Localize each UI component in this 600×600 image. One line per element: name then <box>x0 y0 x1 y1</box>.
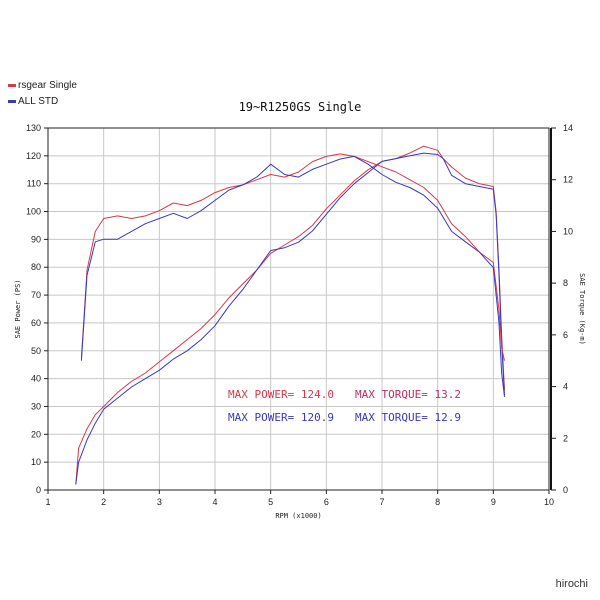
x-tick-label: 6 <box>324 497 329 507</box>
annotation-text: MAX POWER= 120.9 <box>228 411 334 424</box>
series-line-torque-rsgear <box>80 153 505 361</box>
y-right-tick-label: 4 <box>563 382 568 392</box>
y-left-tick-label: 10 <box>31 457 41 467</box>
annotation-text: MAX TORQUE= 13.2 <box>355 388 461 401</box>
series-line-power-rsgear <box>75 145 505 485</box>
y-left-tick-label: 50 <box>31 346 41 356</box>
y-right-tick-label: 6 <box>563 330 568 340</box>
y-left-tick-label: 60 <box>31 318 41 328</box>
chart-title: 19~R1250GS Single <box>238 100 362 114</box>
y-left-tick-label: 70 <box>31 290 41 300</box>
y-left-tick-label: 80 <box>31 262 41 272</box>
y-right-tick-label: 0 <box>563 485 568 495</box>
y-left-axis-title: SAE Power (PS) <box>14 279 22 338</box>
y-left-tick-label: 40 <box>31 374 41 384</box>
legend-label: rsgear Single <box>18 80 77 91</box>
legend-item-rsgear: rsgear Single <box>8 80 77 91</box>
legend-label: ALL STD <box>18 96 59 107</box>
y-right-tick-label: 14 <box>563 123 573 133</box>
y-left-tick-label: 20 <box>31 429 41 439</box>
x-tick-label: 9 <box>491 497 496 507</box>
y-right-tick-label: 12 <box>563 175 573 185</box>
y-left-tick-label: 100 <box>26 207 41 217</box>
y-right-tick-label: 8 <box>563 278 568 288</box>
annotation-text: MAX POWER= 124.0 <box>228 388 334 401</box>
y-left-tick-label: 30 <box>31 401 41 411</box>
y-left-tick-label: 130 <box>26 123 41 133</box>
x-axis-title: RPM (x1000) <box>275 512 321 520</box>
y-left-tick-label: 90 <box>31 234 41 244</box>
series-line-torque-std <box>80 155 505 397</box>
plot-frame <box>47 127 550 491</box>
x-tick-label: 1 <box>45 497 50 507</box>
x-tick-label: 5 <box>268 497 273 507</box>
x-tick-label: 2 <box>101 497 106 507</box>
x-tick-label: 10 <box>544 497 554 507</box>
watermark-text: hirochi <box>555 578 588 590</box>
legend-swatch-blue <box>8 100 16 103</box>
x-tick-label: 8 <box>435 497 440 507</box>
annotation-text: MAX TORQUE= 12.9 <box>355 411 461 424</box>
legend-swatch-red <box>8 84 16 87</box>
series-line-power-std <box>75 152 505 485</box>
x-tick-label: 3 <box>157 497 162 507</box>
y-left-tick-label: 0 <box>36 485 41 495</box>
y-left-tick-label: 120 <box>26 151 41 161</box>
x-tick-label: 7 <box>379 497 384 507</box>
y-left-tick-label: 110 <box>27 179 41 189</box>
y-right-tick-label: 2 <box>563 433 568 443</box>
legend-item-std: ALL STD <box>8 96 58 107</box>
x-tick-label: 4 <box>212 497 217 507</box>
y-right-tick-label: 10 <box>563 226 573 236</box>
y-right-axis-title: SAE Torque (Kg-m) <box>578 273 586 345</box>
